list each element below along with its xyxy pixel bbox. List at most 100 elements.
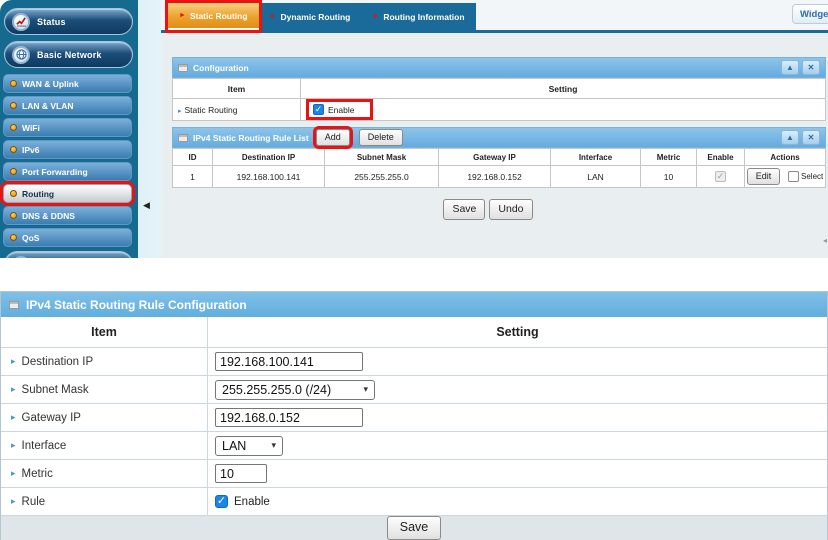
- sidebar-section-basic-network[interactable]: Basic Network: [4, 41, 133, 68]
- interface-row: ▸ Interface LAN ▾: [1, 431, 827, 459]
- save-button[interactable]: Save: [443, 199, 486, 220]
- metric-label: Metric: [21, 467, 53, 480]
- row-bullet-icon: ▸: [178, 107, 182, 115]
- metric-field[interactable]: [215, 464, 267, 483]
- enable-label: Enable: [234, 495, 270, 508]
- sidebar-item-lan-vlan[interactable]: LAN & VLAN: [3, 96, 132, 115]
- column-header-setting: Setting: [300, 78, 826, 99]
- interface-select[interactable]: LAN ▾: [215, 435, 283, 456]
- rule-destination-ip-cell: 192.168.100.141: [212, 165, 325, 188]
- select-checkbox[interactable]: [787, 171, 799, 183]
- sidebar-section-status[interactable]: Status: [4, 8, 133, 35]
- chevron-down-icon: ▾: [271, 440, 276, 450]
- add-button[interactable]: Add: [315, 129, 350, 146]
- sidebar-item-wifi[interactable]: WiFi: [3, 118, 132, 137]
- table-row: ▸ Static Routing ✓ Enable: [172, 98, 826, 121]
- bullet-icon: [10, 190, 17, 197]
- row-bullet-icon: ▸: [11, 384, 16, 394]
- sidebar-item-routing[interactable]: Routing: [3, 184, 132, 203]
- bullet-icon: [10, 146, 17, 153]
- row-bullet-icon: ▸: [11, 496, 16, 506]
- column-header-actions: Actions: [744, 148, 826, 166]
- sidebar-item-dns-ddns[interactable]: DNS & DDNS: [3, 206, 132, 225]
- rule-id-cell: 1: [172, 165, 213, 188]
- subnet-mask-select[interactable]: 255.255.255.0 (/24) ▾: [215, 379, 375, 400]
- static-routing-enable-checkbox[interactable]: ✓: [313, 104, 324, 115]
- rule-list-header: IPv4 Static Routing Rule List Add Delete…: [172, 127, 826, 148]
- status-chart-icon: [12, 12, 30, 31]
- chevron-down-icon: ▾: [363, 384, 368, 394]
- tab-static-routing[interactable]: ► Static Routing: [168, 3, 259, 30]
- sidebar-menu: Status Basic Network WAN & Uplink LAN & …: [0, 0, 138, 258]
- bullet-icon: [10, 124, 17, 131]
- close-section-button[interactable]: ✕: [802, 60, 820, 75]
- bullet-icon: [10, 80, 17, 87]
- window-icon: [178, 133, 188, 142]
- sidebar-section-object-definition[interactable]: Object Definition: [4, 251, 133, 258]
- save-undo-row: Save Undo: [161, 199, 815, 220]
- sidebar-collapse-icon[interactable]: ◀: [143, 200, 150, 210]
- enable-label: Enable: [328, 104, 355, 115]
- section-title: IPv4 Static Routing Rule List: [193, 132, 309, 143]
- rule-configuration-header: IPv4 Static Routing Rule Configuration: [1, 292, 827, 317]
- destination-ip-field[interactable]: [215, 352, 363, 371]
- interface-label: Interface: [21, 439, 67, 452]
- column-header-interface: Interface: [550, 148, 641, 166]
- section-title: Configuration: [193, 62, 249, 73]
- scroll-arrow-icon[interactable]: ◂: [822, 236, 827, 245]
- collapse-section-button[interactable]: ▲: [781, 60, 799, 75]
- column-header-item: Item: [1, 317, 208, 347]
- column-header-row: Item Setting: [1, 317, 827, 347]
- close-section-button[interactable]: ✕: [802, 130, 820, 145]
- subnet-mask-label: Subnet Mask: [21, 383, 89, 396]
- rule-interface-cell: LAN: [550, 165, 641, 188]
- rule-enable-checkbox: ✓: [715, 171, 726, 182]
- tab-dynamic-routing[interactable]: ► Dynamic Routing: [269, 11, 351, 22]
- column-header-enable: Enable: [696, 148, 745, 166]
- panel-footer: Save: [1, 515, 827, 540]
- bullet-icon: [10, 102, 17, 109]
- widget-button[interactable]: Widge: [792, 4, 828, 24]
- edit-button[interactable]: Edit: [746, 168, 781, 185]
- configuration-section: Configuration ▲ ✕ Item Setting ▸ Static R…: [172, 57, 826, 121]
- bullet-icon: [10, 212, 17, 219]
- sidebar-item-qos[interactable]: QoS: [3, 228, 132, 247]
- gateway-ip-row: ▸ Gateway IP: [1, 403, 827, 431]
- subnet-mask-row: ▸ Subnet Mask 255.255.255.0 (/24) ▾: [1, 375, 827, 403]
- configuration-header: Configuration ▲ ✕: [172, 57, 826, 78]
- column-header-subnet-mask: Subnet Mask: [324, 148, 439, 166]
- rule-gateway-ip-cell: 192.168.0.152: [438, 165, 551, 188]
- rule-enable-checkbox[interactable]: ✓: [215, 495, 228, 508]
- delete-button[interactable]: Delete: [358, 129, 403, 146]
- globe-icon: [12, 45, 30, 64]
- gateway-ip-field[interactable]: [215, 408, 363, 427]
- rule-label: Rule: [21, 495, 46, 508]
- rule-configuration-panel: IPv4 Static Routing Rule Configuration I…: [0, 291, 828, 540]
- save-rule-button[interactable]: Save: [386, 516, 442, 540]
- tab-marker-icon: ►: [179, 12, 186, 19]
- column-header-gateway-ip: Gateway IP: [438, 148, 551, 166]
- bullet-icon: [10, 168, 17, 175]
- static-routing-enable-group: ✓ Enable: [306, 99, 374, 120]
- collapse-section-button[interactable]: ▲: [781, 130, 799, 145]
- router-admin-panel: Status Basic Network WAN & Uplink LAN & …: [0, 0, 828, 258]
- destination-ip-row: ▸ Destination IP: [1, 347, 827, 375]
- object-definition-icon: [12, 255, 30, 258]
- static-routing-label: ▸ Static Routing: [172, 98, 301, 121]
- column-header-item: Item: [172, 78, 301, 99]
- column-header-id: ID: [172, 148, 213, 166]
- configuration-table: Item Setting ▸ Static Routing ✓ Enable: [172, 78, 826, 121]
- row-bullet-icon: ▸: [11, 356, 16, 366]
- sidebar-item-port-forwarding[interactable]: Port Forwarding: [3, 162, 132, 181]
- undo-button[interactable]: Undo: [489, 199, 533, 220]
- tab-routing-information[interactable]: ► Routing Information: [372, 11, 465, 22]
- destination-ip-label: Destination IP: [21, 355, 94, 368]
- tab-marker-icon: ►: [269, 13, 277, 20]
- row-bullet-icon: ▸: [11, 412, 16, 422]
- tab-marker-icon: ►: [372, 13, 380, 20]
- window-icon: [9, 300, 19, 309]
- sidebar-item-wan-uplink[interactable]: WAN & Uplink: [3, 74, 132, 93]
- sidebar-item-ipv6[interactable]: IPv6: [3, 140, 132, 159]
- rule-row: 1 192.168.100.141 255.255.255.0 192.168.…: [172, 165, 826, 188]
